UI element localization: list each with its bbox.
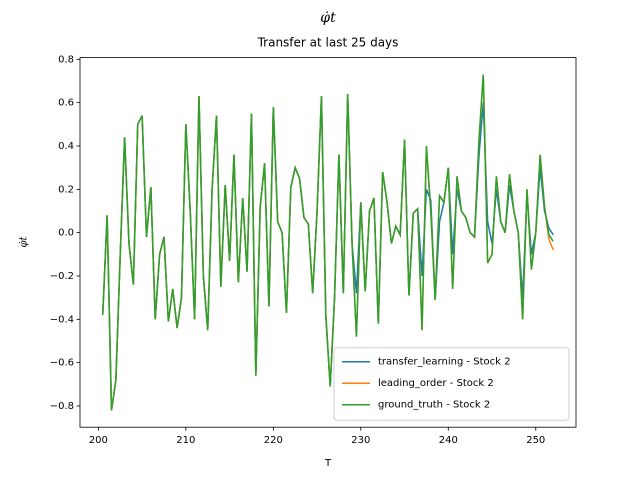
legend-label: leading_order - Stock 2 bbox=[378, 378, 494, 389]
x-tick-label: 220 bbox=[264, 435, 283, 446]
y-tick-label: 0.8 bbox=[58, 54, 74, 65]
x-tick-label: 230 bbox=[351, 435, 370, 446]
y-tick-label: −0.2 bbox=[50, 271, 74, 282]
y-tick-label: −0.8 bbox=[50, 401, 74, 412]
legend-label: ground_truth - Stock 2 bbox=[378, 400, 490, 411]
chart-title: φ̇t bbox=[320, 10, 336, 26]
y-tick-label: 0.6 bbox=[58, 98, 74, 109]
chart-subtitle: Transfer at last 25 days bbox=[257, 36, 399, 50]
x-tick-label: 240 bbox=[439, 435, 458, 446]
axes-frame bbox=[79, 57, 577, 428]
y-axis-label: φ̇t bbox=[19, 236, 30, 248]
series-line bbox=[101, 74, 554, 411]
x-axis-label: T bbox=[324, 458, 332, 469]
x-tick-label: 200 bbox=[89, 435, 108, 446]
x-tick-label: 250 bbox=[526, 435, 545, 446]
y-tick-label: −0.6 bbox=[50, 358, 74, 369]
y-tick-label: 0.0 bbox=[58, 228, 74, 239]
y-tick-label: −0.4 bbox=[50, 314, 74, 325]
y-tick-label: 0.4 bbox=[58, 141, 74, 152]
legend-box bbox=[333, 347, 570, 421]
x-tick-label: 210 bbox=[176, 435, 195, 446]
legend-label: transfer_learning - Stock 2 bbox=[378, 357, 510, 368]
y-tick-label: 0.2 bbox=[58, 184, 74, 195]
